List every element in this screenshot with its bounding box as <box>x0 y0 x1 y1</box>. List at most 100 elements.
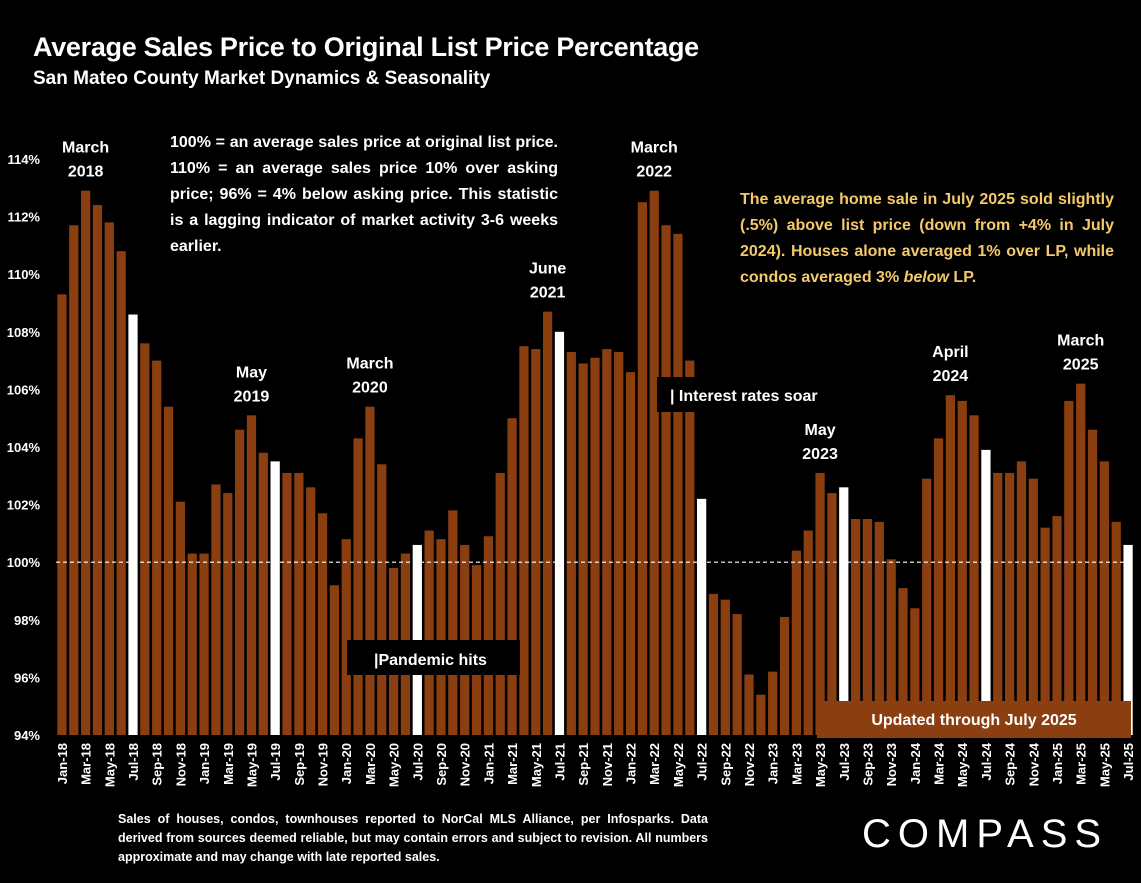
x-tick-label: Sep-23 <box>860 743 875 786</box>
bar-Sep-24 <box>1004 472 1015 735</box>
chart-subtitle: San Mateo County Market Dynamics & Seaso… <box>33 68 491 89</box>
month-annotations: March 2018 May 2019 March 2020 June 2021 March 20… <box>62 140 1104 463</box>
bar-Nov-23 <box>886 559 896 735</box>
bar-Sep-18 <box>152 360 162 735</box>
y-tick-label: 114% <box>7 152 40 167</box>
annotation-Mar-20: 2020 <box>352 380 388 397</box>
bar-highlight-Jul-25 <box>1123 544 1133 735</box>
annotation-May-19: 2019 <box>234 388 270 405</box>
bar-highlight-Jul-22 <box>696 498 707 735</box>
bar-Jan-18 <box>57 294 67 735</box>
x-tick-label: Jul-19 <box>268 743 283 781</box>
bar-May-22 <box>673 233 683 735</box>
bar-Jun-21 <box>542 311 553 735</box>
x-tick-label: May-22 <box>671 743 686 787</box>
bar-Mar-20 <box>365 406 375 735</box>
x-tick-label: May-21 <box>529 743 544 787</box>
summary-part1: The average home sale in July 2025 sold … <box>740 191 1114 286</box>
annotation-May-23: 2023 <box>802 446 838 463</box>
x-tick-label: Jul-21 <box>552 743 567 781</box>
bar-Feb-19 <box>211 484 221 735</box>
bar-Feb-22 <box>637 202 648 735</box>
bar-Feb-20 <box>353 438 363 735</box>
x-tick-label: Jan-21 <box>481 743 496 784</box>
bar-Sep-20 <box>436 539 446 735</box>
x-tick-label: May-20 <box>387 743 402 787</box>
y-axis: 94% 96% 98% 100% 102% 104% 106% 108% 110% 112% 114… <box>7 152 41 743</box>
bar-May-19 <box>246 415 257 735</box>
x-tick-label: Jan-20 <box>339 743 354 784</box>
bar-May-21 <box>531 349 541 735</box>
annotation-Jun-21: 2021 <box>530 285 566 302</box>
x-tick-label: Jul-22 <box>695 743 710 781</box>
x-tick-label: Jan-18 <box>55 743 70 784</box>
annotation-Mar-18: March <box>62 140 109 157</box>
bar-Apr-22 <box>661 225 671 736</box>
bar-Nov-22 <box>744 674 754 735</box>
y-tick-label: 94% <box>14 728 40 743</box>
bar-Jan-20 <box>341 539 351 735</box>
bar-Oct-20 <box>448 510 458 735</box>
bar-Mar-21 <box>507 418 517 735</box>
bar-Mar-23 <box>791 550 802 735</box>
annotation-Mar-25: 2025 <box>1063 357 1099 374</box>
x-tick-label: Jan-19 <box>197 743 212 784</box>
bar-Sep-22 <box>720 599 730 735</box>
bar-Oct-22 <box>732 614 742 735</box>
y-tick-label: 108% <box>7 325 41 340</box>
bar-Nov-21 <box>602 349 612 735</box>
y-tick-label: 110% <box>7 267 40 282</box>
y-tick-label: 104% <box>7 440 41 455</box>
x-tick-label: Nov-24 <box>1026 742 1041 786</box>
bar-Feb-25 <box>1064 400 1074 735</box>
x-tick-label: Jul-25 <box>1121 743 1136 781</box>
bars <box>57 190 1133 736</box>
pandemic-callout: |Pandemic hits <box>374 652 487 669</box>
bar-Jun-19 <box>258 452 268 735</box>
bar-highlight-Jul-21 <box>554 331 565 735</box>
x-tick-label: Jan-22 <box>624 743 639 784</box>
x-tick-label: May-19 <box>244 743 259 787</box>
annotation-May-19: May <box>236 364 267 381</box>
x-tick-label: Sep-18 <box>150 743 165 786</box>
x-tick-label: Nov-18 <box>173 743 188 786</box>
bar-highlight-Jul-18 <box>128 314 138 735</box>
x-tick-label: Jul-24 <box>979 742 994 780</box>
bar-Nov-24 <box>1028 478 1038 735</box>
bar-Dec-24 <box>1040 527 1050 735</box>
annotation-May-23: May <box>805 422 836 439</box>
x-tick-label: Sep-21 <box>576 743 591 786</box>
annotation-Mar-22: 2022 <box>636 164 672 181</box>
y-tick-label: 106% <box>7 382 41 397</box>
x-tick-label: May-18 <box>102 743 117 787</box>
bar-Jun-24 <box>969 415 979 735</box>
bar-May-23 <box>815 472 825 735</box>
x-tick-label: Sep-24 <box>1003 742 1018 785</box>
compass-logo: COMPASS <box>862 812 1109 856</box>
bar-Dec-18 <box>187 553 197 735</box>
x-tick-label: May-24 <box>955 742 970 787</box>
x-tick-label: Mar-19 <box>221 743 236 785</box>
interest-callout-box <box>657 377 841 412</box>
bar-Oct-18 <box>163 406 174 735</box>
updated-banner <box>817 701 1131 738</box>
bar-Sep-19 <box>294 472 304 735</box>
bar-Mar-25 <box>1076 383 1086 735</box>
annotation-Jun-21: June <box>529 261 566 278</box>
pandemic-callout-box <box>347 640 520 675</box>
x-tick-label: Jul-20 <box>410 743 425 781</box>
x-tick-label: Mar-23 <box>789 743 804 785</box>
bar-Mar-19 <box>223 493 233 735</box>
x-tick-label: Nov-23 <box>884 743 899 786</box>
bar-May-25 <box>1099 461 1110 735</box>
x-tick-label: May-25 <box>1097 743 1112 787</box>
bar-Dec-22 <box>756 694 766 735</box>
x-tick-label: Sep-20 <box>434 743 449 786</box>
x-tick-label: Mar-22 <box>647 743 662 785</box>
bar-Dec-21 <box>614 351 624 735</box>
annotation-Mar-25: March <box>1057 333 1104 350</box>
x-tick-label: Jan-24 <box>908 742 923 784</box>
bar-highlight-Jul-20 <box>412 544 422 735</box>
bar-Aug-19 <box>282 472 292 735</box>
